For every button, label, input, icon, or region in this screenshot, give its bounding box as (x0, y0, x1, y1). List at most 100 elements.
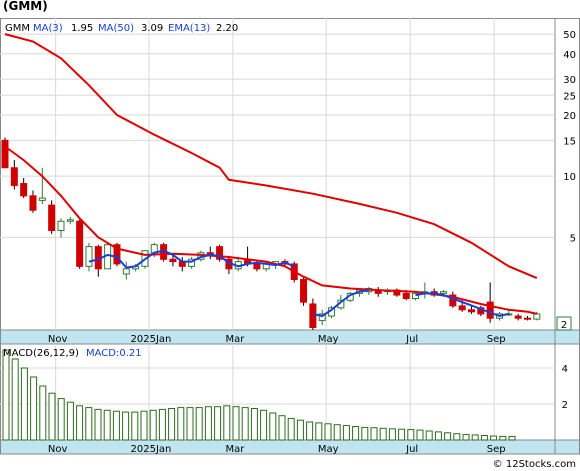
macd-bar (416, 429, 424, 441)
macd-bar (315, 422, 323, 441)
macd-bar (471, 434, 479, 441)
macd-bar (434, 431, 442, 441)
macd-bar (2, 349, 10, 441)
macd-bar (407, 429, 415, 441)
macd-x-tick-label: Jul (405, 444, 418, 455)
macd-x-tick-label: Nov (48, 444, 68, 455)
macd-bar (76, 405, 84, 441)
macd-x-tick-label: Sep (487, 444, 506, 455)
macd-bar (425, 430, 433, 441)
candle-body (29, 195, 37, 211)
macd-bar (177, 407, 185, 441)
price-y-tick-label: 20 (563, 111, 576, 122)
macd-bar (444, 432, 452, 441)
ma50-line (4, 33, 538, 280)
price-panel-frame (0, 18, 580, 331)
macd-bar (11, 358, 19, 441)
macd-bar (370, 427, 378, 441)
ma3-line (415, 292, 510, 318)
macd-bar (223, 405, 231, 441)
macd-y-tick-label: 4 (562, 364, 568, 375)
price-legend-item: 3.09 (141, 23, 163, 34)
macd-bar (158, 408, 166, 441)
candle-body (169, 258, 177, 263)
candle-body (57, 220, 65, 232)
ma3-line (88, 249, 295, 269)
macd-bar (499, 435, 507, 441)
site-credit: © 12Stocks.com (492, 459, 576, 470)
candle-body (85, 246, 93, 267)
macd-legend-label: MACD(26,12,9) (3, 348, 79, 359)
price-y-tick-label: 30 (563, 75, 576, 86)
candle-body (66, 219, 74, 222)
chart-title: (GMM) (3, 0, 48, 13)
macd-x-tick-label: May (318, 444, 339, 455)
candle-body (76, 220, 84, 267)
macd-bar (39, 385, 47, 441)
last-price-tag-text: 2 (561, 320, 567, 331)
macd-x-tick-label: 2025Jan (131, 444, 172, 455)
candle-body (412, 292, 420, 300)
macd-legend-value: MACD:0.21 (86, 348, 142, 359)
macd-bar (361, 426, 369, 441)
candle-body (188, 258, 196, 267)
macd-bar (260, 409, 268, 441)
candle-body (533, 313, 541, 320)
price-legend-item: MA(3) (33, 23, 63, 34)
macd-x-tick-label: Mar (225, 444, 245, 455)
price-y-tick-label: 5 (570, 233, 576, 244)
macd-bar (103, 409, 111, 441)
macd-bar (214, 406, 222, 441)
macd-bar (186, 407, 194, 441)
candle-body (440, 291, 448, 294)
candle-body (113, 244, 121, 265)
macd-bar (149, 409, 157, 441)
macd-bar (204, 406, 212, 441)
candle-body (309, 303, 317, 329)
macd-bar (232, 406, 240, 441)
macd-bar (66, 401, 74, 441)
macd-bar (333, 424, 341, 441)
macd-bar (306, 421, 314, 441)
price-x-tick-label: Sep (487, 334, 506, 345)
macd-bar (342, 425, 350, 441)
candle-body (216, 246, 224, 260)
ema13-line (4, 145, 538, 315)
candle-body (402, 292, 410, 300)
price-x-tick-label: May (318, 334, 339, 345)
macd-bar (168, 408, 176, 441)
macd-bar (398, 428, 406, 441)
macd-bar (352, 426, 360, 441)
price-x-tick-label: Nov (48, 334, 68, 345)
macd-bar (195, 407, 203, 441)
macd-bar (140, 410, 148, 441)
candle-body (38, 197, 46, 201)
price-x-tick-label: Mar (225, 334, 245, 345)
price-legend-item: MA(50) (98, 23, 134, 34)
price-y-tick-label: 10 (563, 172, 576, 183)
candle-body (20, 183, 28, 197)
macd-bar (30, 376, 38, 441)
candle-body (318, 313, 326, 321)
macd-bar (85, 407, 93, 441)
macd-bar (122, 411, 130, 441)
macd-bar (388, 428, 396, 441)
macd-y-tick-label: 2 (562, 400, 568, 411)
candle-body (523, 317, 531, 320)
macd-bar (57, 398, 65, 441)
macd-bar (20, 367, 28, 441)
candle-body (486, 301, 494, 319)
candle-body (10, 167, 18, 186)
candle-body (253, 263, 261, 270)
price-y-tick-label: 25 (563, 91, 576, 102)
macd-bar (94, 408, 102, 441)
price-legend-item: GMM (5, 23, 30, 34)
macd-bar (453, 433, 461, 441)
macd-bar (296, 419, 304, 441)
macd-bar (269, 412, 277, 441)
candle-body (468, 309, 475, 313)
candle-body (514, 315, 522, 319)
candle-body (300, 279, 308, 303)
candle-body (122, 268, 130, 275)
price-x-tick-label: Jul (405, 334, 418, 345)
